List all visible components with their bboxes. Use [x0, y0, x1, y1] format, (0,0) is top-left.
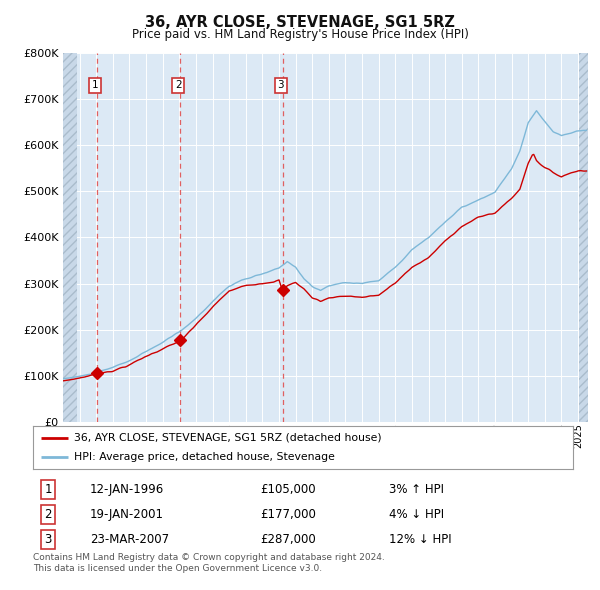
Text: 23-MAR-2007: 23-MAR-2007 — [90, 533, 169, 546]
Text: 12-JAN-1996: 12-JAN-1996 — [90, 483, 164, 496]
Text: 4% ↓ HPI: 4% ↓ HPI — [389, 508, 445, 521]
Text: 12% ↓ HPI: 12% ↓ HPI — [389, 533, 452, 546]
Text: £105,000: £105,000 — [260, 483, 316, 496]
Text: £177,000: £177,000 — [260, 508, 316, 521]
Text: 2: 2 — [175, 80, 181, 90]
Text: £287,000: £287,000 — [260, 533, 316, 546]
Text: 3: 3 — [44, 533, 52, 546]
Text: 36, AYR CLOSE, STEVENAGE, SG1 5RZ (detached house): 36, AYR CLOSE, STEVENAGE, SG1 5RZ (detac… — [74, 432, 381, 442]
Text: This data is licensed under the Open Government Licence v3.0.: This data is licensed under the Open Gov… — [33, 564, 322, 573]
Text: HPI: Average price, detached house, Stevenage: HPI: Average price, detached house, Stev… — [74, 453, 334, 463]
Bar — [63, 48, 77, 422]
Text: Contains HM Land Registry data © Crown copyright and database right 2024.: Contains HM Land Registry data © Crown c… — [33, 553, 385, 562]
Text: 2: 2 — [44, 508, 52, 521]
Text: 3% ↑ HPI: 3% ↑ HPI — [389, 483, 445, 496]
Bar — [580, 48, 596, 422]
Text: 1: 1 — [92, 80, 98, 90]
Text: 19-JAN-2001: 19-JAN-2001 — [90, 508, 164, 521]
Text: 3: 3 — [277, 80, 284, 90]
Text: 1: 1 — [44, 483, 52, 496]
Text: Price paid vs. HM Land Registry's House Price Index (HPI): Price paid vs. HM Land Registry's House … — [131, 28, 469, 41]
Text: 36, AYR CLOSE, STEVENAGE, SG1 5RZ: 36, AYR CLOSE, STEVENAGE, SG1 5RZ — [145, 15, 455, 30]
